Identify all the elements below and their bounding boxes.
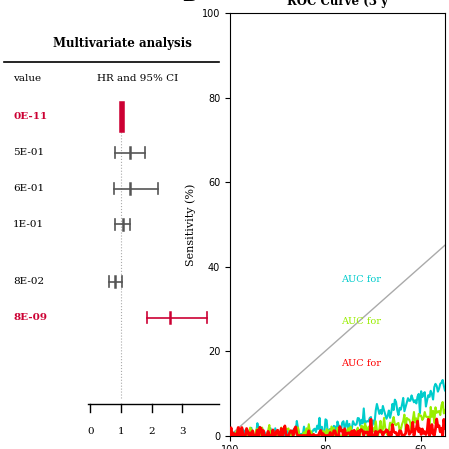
Text: AUC for: AUC for bbox=[342, 317, 385, 326]
Text: 1E-01: 1E-01 bbox=[13, 220, 44, 229]
Text: Multivariate analysis: Multivariate analysis bbox=[53, 36, 192, 49]
Text: 0: 0 bbox=[87, 427, 94, 436]
Text: 5E-01: 5E-01 bbox=[13, 148, 44, 157]
Text: 1: 1 bbox=[118, 427, 124, 436]
Text: 3: 3 bbox=[179, 427, 185, 436]
Text: 0E-11: 0E-11 bbox=[13, 112, 47, 121]
Text: AUC for: AUC for bbox=[342, 275, 385, 284]
Y-axis label: Sensitivity (%): Sensitivity (%) bbox=[185, 183, 196, 266]
Text: AUC for: AUC for bbox=[342, 359, 385, 368]
Text: 2: 2 bbox=[148, 427, 155, 436]
Title: ROC Curve (3 y: ROC Curve (3 y bbox=[287, 0, 387, 8]
Text: 6E-01: 6E-01 bbox=[13, 184, 44, 193]
Text: 8E-09: 8E-09 bbox=[13, 313, 47, 322]
Text: HR and 95% CI: HR and 95% CI bbox=[97, 75, 178, 84]
Text: B: B bbox=[183, 0, 197, 5]
Text: 8E-02: 8E-02 bbox=[13, 277, 44, 286]
Text: value: value bbox=[13, 75, 41, 84]
